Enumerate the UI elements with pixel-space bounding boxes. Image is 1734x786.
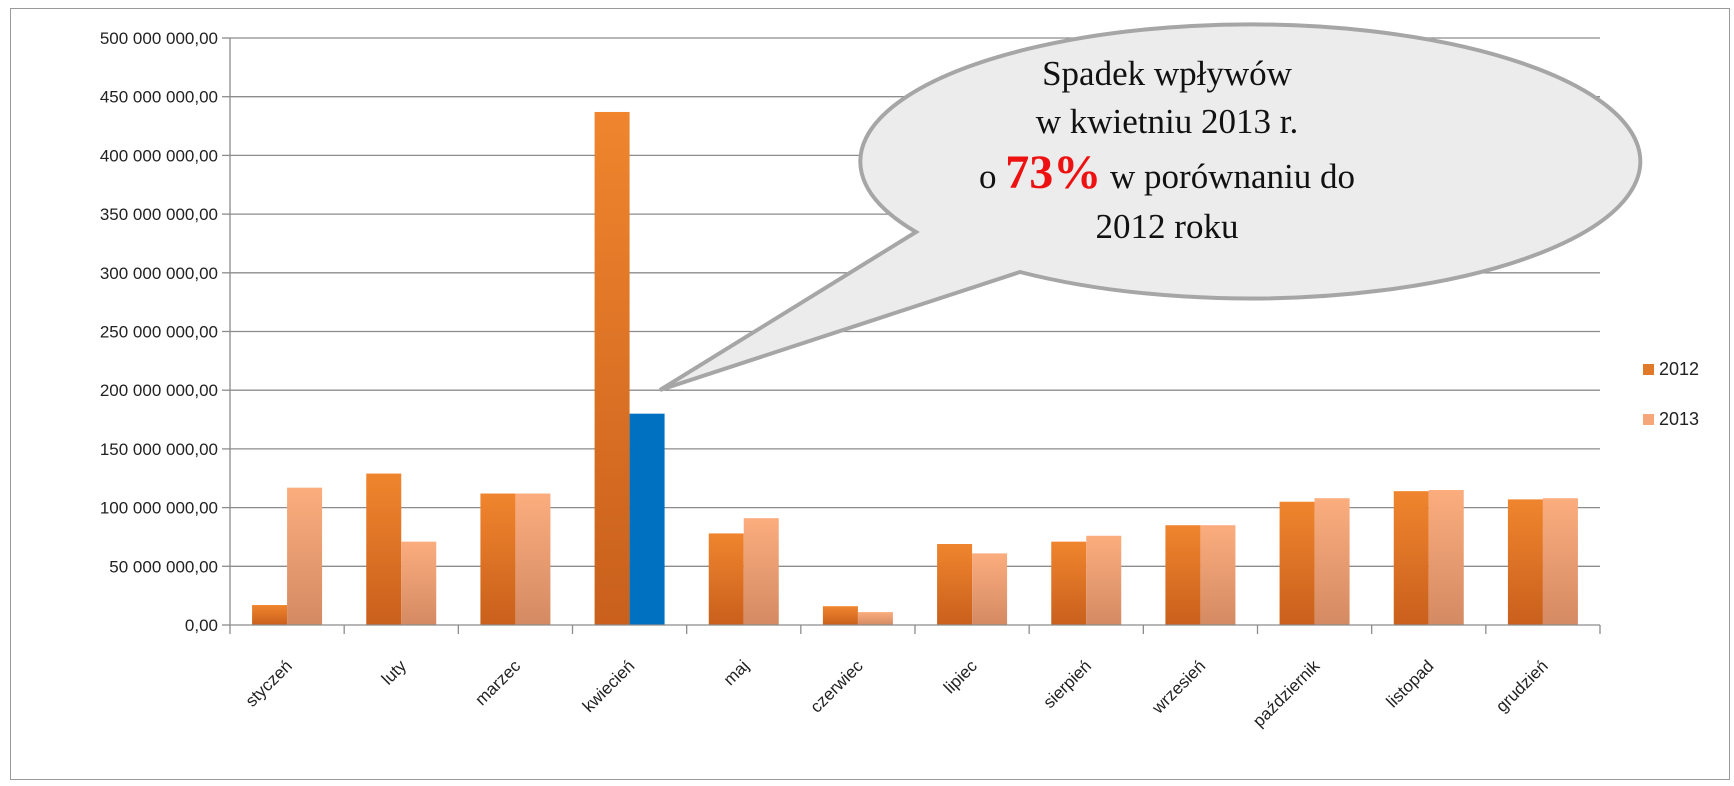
- x-tick-label: lipiec: [940, 656, 981, 697]
- y-tick-label: 300 000 000,00: [100, 264, 218, 283]
- x-tick-label: styczeń: [242, 656, 296, 710]
- x-tick-label: kwiecień: [579, 656, 639, 716]
- bar-2012-2: [480, 493, 516, 625]
- bar-2013-8: [1200, 525, 1236, 625]
- y-axis-ticks: 0,00 50 000 000,00 100 000 000,00 150 000 0…: [100, 29, 230, 635]
- y-tick-label: 500 000 000,00: [100, 29, 218, 48]
- bar-2013-11: [1542, 498, 1578, 625]
- y-tick-label: 100 000 000,00: [100, 499, 218, 518]
- callout-line-4: 2012 roku: [1096, 207, 1239, 246]
- y-tick-label: 400 000 000,00: [100, 146, 218, 165]
- bar-2012-5: [822, 606, 858, 625]
- bar-2013-0: [287, 487, 323, 625]
- bar-2013-9: [1314, 498, 1350, 625]
- x-tick-label: marzec: [471, 656, 524, 709]
- legend-swatch-2012: [1643, 364, 1654, 375]
- x-tick-label: czerwiec: [807, 656, 868, 717]
- bar-2012-0: [252, 605, 288, 625]
- bar-2013-6: [972, 553, 1008, 625]
- y-tick-label: 50 000 000,00: [109, 557, 218, 576]
- callout-percent: 73%: [1005, 146, 1101, 199]
- y-tick-label: 350 000 000,00: [100, 205, 218, 224]
- y-tick-label: 250 000 000,00: [100, 323, 218, 342]
- axes: [229, 38, 1601, 634]
- bar-2012-1: [366, 473, 402, 625]
- bar-2012-8: [1165, 525, 1201, 625]
- bar-2013-4: [743, 518, 779, 625]
- callout-bubble: Spadek wpływów w kwietniu 2013 r. o 73% …: [658, 22, 1643, 392]
- bar-2013-7: [1086, 535, 1122, 625]
- chart-frame: [10, 8, 1730, 780]
- x-tick-label: sierpień: [1040, 656, 1096, 712]
- y-tick-label: 150 000 000,00: [100, 440, 218, 459]
- bar-2012-7: [1051, 541, 1087, 625]
- bar-2012-6: [937, 543, 973, 625]
- legend-swatch-2013: [1643, 414, 1654, 425]
- bar-2012-9: [1279, 501, 1315, 625]
- bar-2013-3: [629, 413, 665, 625]
- x-tick-label: październik: [1249, 656, 1324, 731]
- y-tick-label: 450 000 000,00: [100, 88, 218, 107]
- y-tick-label: 200 000 000,00: [100, 381, 218, 400]
- x-tick-label: luty: [378, 656, 410, 688]
- legend-label-2012: 2012: [1659, 359, 1699, 379]
- legend-label-2013: 2013: [1659, 409, 1699, 429]
- legend: 2012 2013: [1643, 359, 1699, 429]
- callout-line-2: w kwietniu 2013 r.: [1036, 102, 1298, 141]
- x-tick-label: maj: [720, 656, 753, 689]
- bar-2013-2: [515, 493, 551, 625]
- callout-line-3-prefix: o: [979, 157, 1005, 196]
- bar-2013-1: [401, 541, 437, 625]
- callout-line-3: o 73% w porównaniu do: [979, 146, 1355, 199]
- x-axis-ticks: styczeń luty marzec kwiecień maj czerwiec lipi…: [242, 656, 1552, 731]
- bar-2012-3: [594, 111, 630, 626]
- callout-line-1: Spadek wpływów: [1042, 54, 1293, 93]
- callout-shape: [658, 22, 1643, 392]
- bar-2012-10: [1393, 491, 1429, 625]
- bars: [252, 111, 1578, 626]
- x-tick-label: wrzesień: [1148, 656, 1210, 718]
- bar-2013-10: [1428, 489, 1464, 625]
- bar-2012-4: [708, 533, 744, 625]
- y-tick-label: 0,00: [185, 616, 218, 635]
- x-tick-label: listopad: [1383, 656, 1438, 711]
- bar-2013-5: [857, 612, 893, 625]
- callout-line-3-suffix: w porównaniu do: [1101, 157, 1355, 196]
- x-tick-label: grudzień: [1492, 656, 1552, 716]
- bar-2012-11: [1507, 499, 1543, 625]
